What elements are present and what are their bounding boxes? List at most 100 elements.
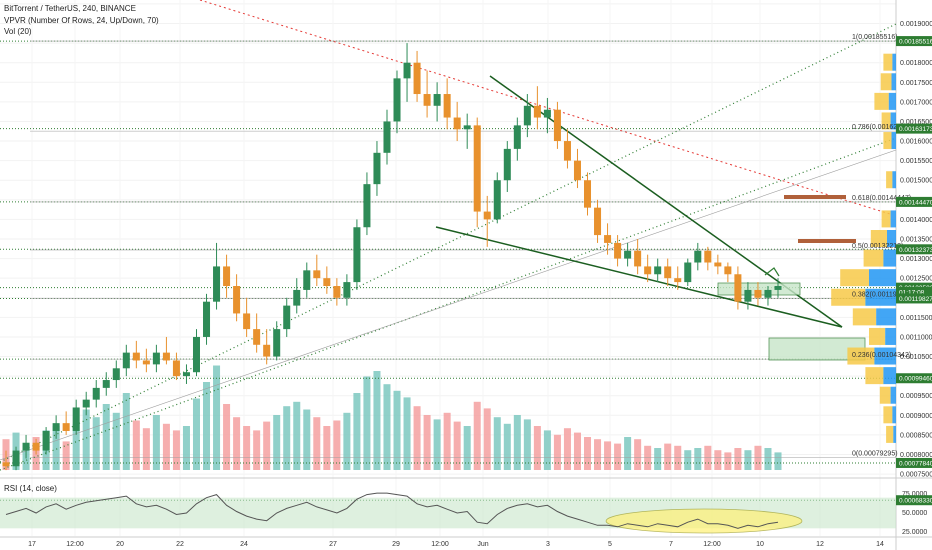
candle [774,286,782,290]
time-tick-label: 29 [392,541,400,548]
time-tick-label: Jun [477,541,488,548]
candle [323,278,331,287]
candle [563,141,571,161]
price-tag [896,244,932,255]
price-tag [896,457,932,468]
candle [373,152,381,185]
candle [112,368,120,381]
vpvr-up-bar [874,347,896,365]
price-axis[interactable]: 0.00190000.00185000.00180000.00175000.00… [896,21,932,506]
volume-bar [523,419,531,470]
volume-bar [182,426,190,470]
vpvr-down-bar [852,308,877,326]
fib-label: 0.382(0.00119827) [852,291,911,298]
candle [674,278,682,283]
candle [192,336,201,373]
candle [363,184,371,228]
price-tag-label: 0.00119827 [899,296,932,303]
vpvr-up-bar [891,132,896,150]
candle [634,250,642,267]
candle [393,78,401,122]
price-tick-label: 0.0011500 [900,315,932,322]
volume-bar [403,397,411,470]
volume-bar [443,412,451,470]
time-tick-label: 5 [608,541,612,548]
candle [664,266,672,279]
vpvr-up-bar [883,249,896,267]
chart-title: BitTorrent / TetherUS, 240, BINANCE [4,4,136,13]
vpvr-up-bar [888,92,896,110]
candle [483,211,491,220]
time-tick-label: 10 [756,541,764,548]
candle [754,289,762,298]
price-tick-label: 0.0012500 [900,276,932,283]
vpvr-up-bar [892,171,896,189]
volume-bar [122,393,130,470]
vpvr-down-bar [880,73,892,91]
vpvr-down-bar [883,132,892,150]
time-tick-label: 24 [240,541,248,548]
candle [543,109,551,118]
vpvr-down-bar [881,112,891,130]
price-tick-label: 0.0015000 [900,178,932,185]
volume-bars [2,365,782,470]
volume-bar [744,450,752,470]
volume-bar [563,428,571,470]
rsi-tick-label: 25.0000 [902,529,927,536]
vpvr-down-bar [831,288,866,306]
volume-bar [162,423,170,470]
vpvr-up-bar [890,386,896,404]
vpvr-down-bar [847,347,875,365]
rsi-tick-label: 75.0000 [902,491,927,498]
vpvr-up-bar [892,406,896,424]
resistance-zone-1 [784,195,846,199]
candle [52,423,60,431]
price-tag-label: 0.00163173 [899,126,932,133]
vpvr-down-bar [886,171,893,189]
volume-bar [614,443,622,470]
candle [283,305,291,330]
volume-bar [72,423,80,470]
candle [62,423,70,431]
time-axis[interactable]: 17 12:00 20 22 24 27 29 12:00 Jun 3 5 7 12:00 10 12 14 [28,541,884,548]
candle [403,62,411,79]
candle [684,262,692,283]
vpvr-down-bar [883,53,893,71]
resistance-trendline [199,0,891,215]
candle [573,160,581,181]
candle [253,329,261,345]
rsi-line [5,492,779,529]
candle [182,372,190,377]
volume-bar [293,401,301,470]
price-tick-label: 0.0017000 [900,99,932,106]
candle [102,380,110,388]
vpvr-down-bar [883,406,893,424]
price-tag [896,293,932,304]
candle [42,430,50,451]
vol-legend: Vol (20) [4,27,32,36]
candles [2,43,782,471]
thin-trendline [0,149,897,461]
horizontal-levels [0,40,896,501]
candle [383,121,391,153]
candle [122,352,130,369]
price-tick-label: 0.0013500 [900,237,932,244]
candle [513,125,521,149]
candle [12,450,20,467]
rsi-tick-label: 50.0000 [902,510,927,517]
time-tick-label: 12:00 [66,541,84,548]
volume-bar [493,417,501,470]
volume-bar [413,406,421,470]
volume-bar [383,384,391,470]
volume-bar [172,430,180,470]
trend-drawings [0,0,897,471]
fib-label: 0(0.00079295) [852,450,898,457]
candle [453,117,461,130]
price-tag [896,373,932,384]
vpvr-down-bar [879,386,891,404]
candle [22,442,30,451]
price-tick-label: 0.0018000 [900,60,932,67]
candle [724,266,732,275]
volume-bar [333,420,341,470]
